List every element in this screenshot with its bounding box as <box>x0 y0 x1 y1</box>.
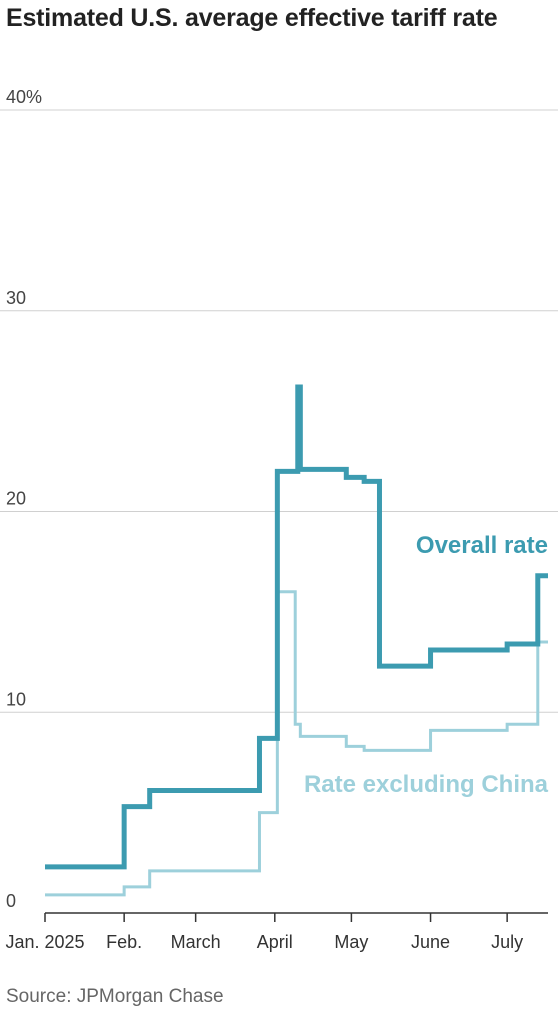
y-tick-label: 20 <box>6 489 26 509</box>
x-tick-label: Feb. <box>106 932 142 952</box>
source-note: Source: JPMorgan Chase <box>6 986 224 1007</box>
series-label-overall: Overall rate <box>416 532 548 559</box>
x-tick-label: Jan. 2025 <box>5 932 84 952</box>
series-label-excl-china: Rate excluding China <box>304 771 549 798</box>
series-layer <box>45 384 548 897</box>
gridlines: 0 10 20 30 40% <box>0 87 558 911</box>
y-tick-label: 40% <box>6 87 42 107</box>
chart-title: Estimated U.S. average effective tariff … <box>6 4 498 32</box>
x-tick-label: May <box>334 932 368 952</box>
y-tick-label: 30 <box>6 288 26 308</box>
x-axis: Jan. 2025 Feb. March April May June July <box>5 912 548 952</box>
x-tick-label: June <box>411 932 450 952</box>
series-line-excl-china <box>45 590 548 897</box>
y-tick-label: 0 <box>6 891 16 911</box>
y-tick-label: 10 <box>6 689 26 709</box>
series-line-overall <box>45 384 548 870</box>
x-tick-label: March <box>171 932 221 952</box>
x-tick-label: July <box>491 932 523 952</box>
x-tick-label: April <box>257 932 293 952</box>
